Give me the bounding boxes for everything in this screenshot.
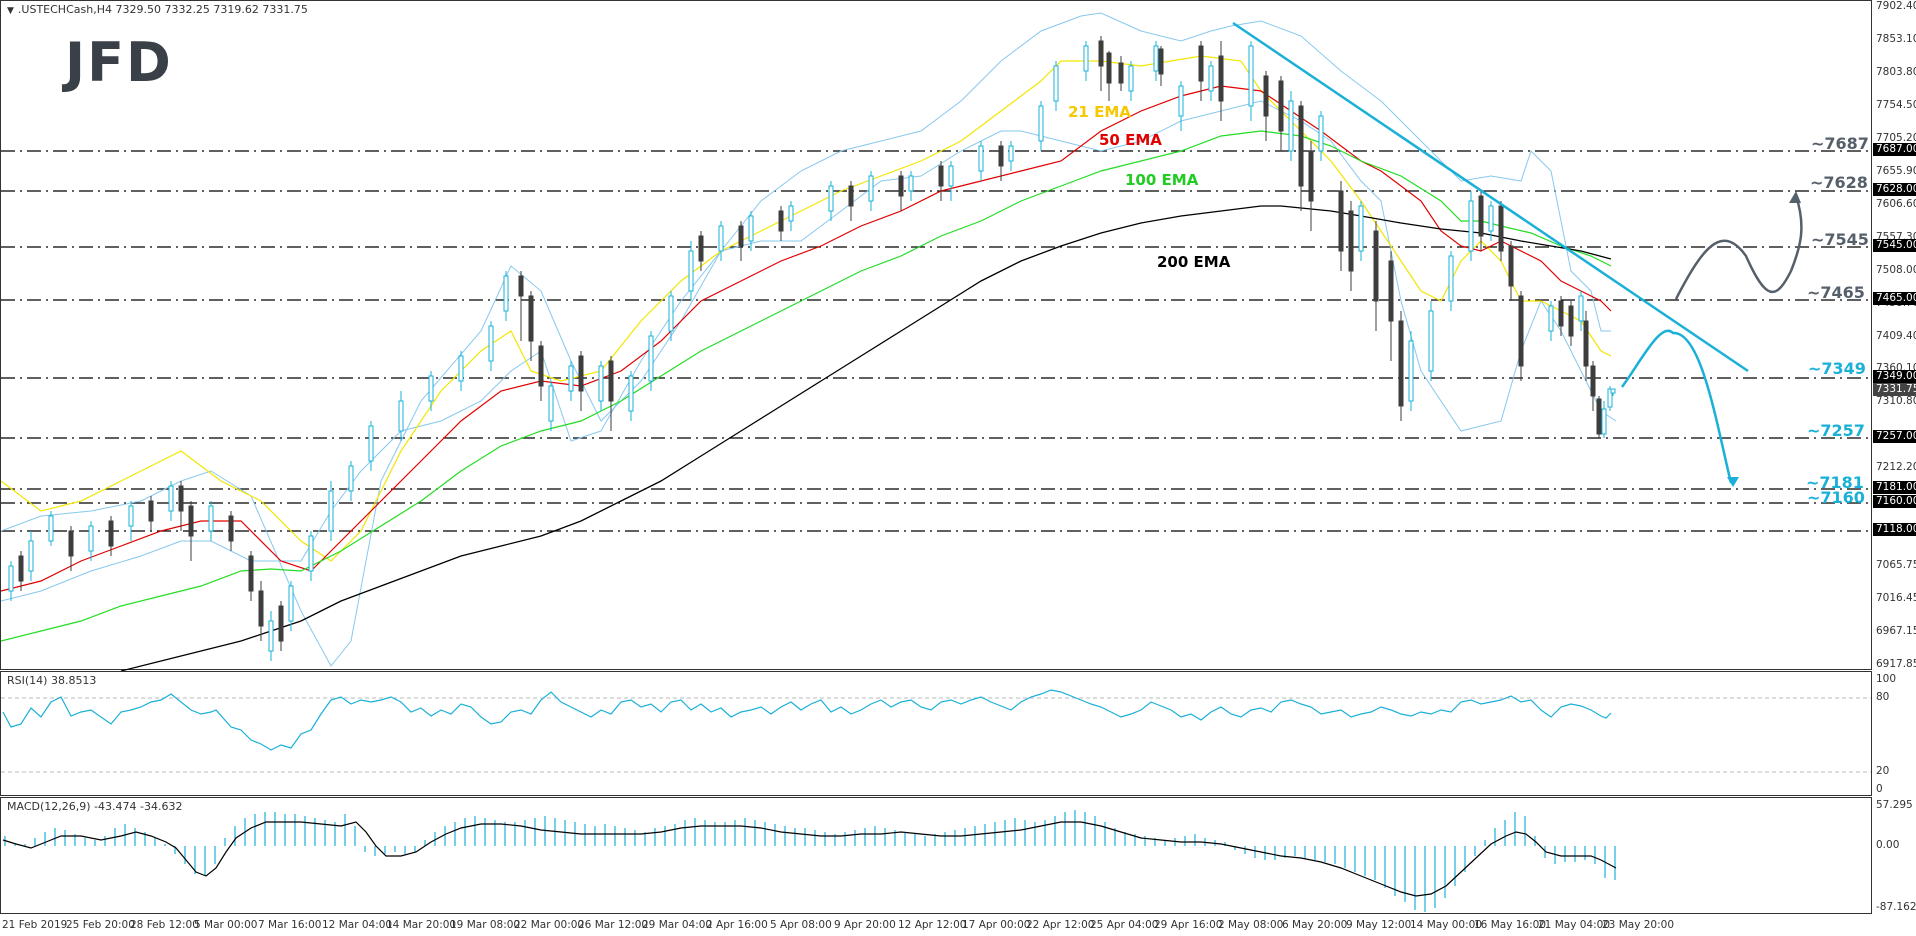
date-tick: 12 Apr 12:00: [898, 919, 967, 931]
macd-tick: -87.162: [1876, 901, 1916, 913]
level-lines: [1, 150, 1869, 532]
price-tick: 7655.90: [1876, 165, 1916, 177]
date-tick: 21 May 04:00: [1538, 919, 1611, 931]
date-tick: 7 Mar 16:00: [258, 919, 322, 931]
price-tick: 7409.40: [1876, 330, 1916, 342]
bearish-scenario-path: [1620, 329, 1733, 484]
date-tick: 29 Apr 16:00: [1154, 919, 1223, 931]
rsi-label: RSI(14) 38.8513: [7, 674, 97, 687]
level-label-7257: ~7257: [1807, 421, 1865, 440]
level-price-tag: 7349.00: [1873, 370, 1916, 383]
level-label-7465: ~7465: [1807, 283, 1865, 302]
macd-signal-line: [2, 821, 1617, 897]
date-tick: 29 Mar 04:00: [642, 919, 713, 931]
rsi-line: [2, 689, 1612, 751]
level-price-tag: 7257.00: [1873, 430, 1916, 443]
date-tick: 5 Mar 00:00: [194, 919, 258, 931]
macd-panel[interactable]: MACD(12,26,9) -43.474 -34.632: [0, 797, 1872, 914]
ema50-label: 50 EMA: [1099, 131, 1162, 149]
rsi-plot: [1, 689, 1871, 773]
level-price-tag: 7118.00: [1873, 523, 1916, 536]
date-tick: 12 Mar 04:00: [322, 919, 393, 931]
level-label-7545: ~7545: [1811, 230, 1869, 249]
price-tick: 6917.85: [1876, 658, 1916, 670]
rsi-panel[interactable]: RSI(14) 38.8513: [0, 671, 1872, 796]
collapse-triangle-icon[interactable]: ▼: [7, 6, 14, 16]
price-tick: 7803.80: [1876, 66, 1916, 78]
date-tick: 9 Apr 20:00: [834, 919, 896, 931]
arrowhead-down-icon: [1727, 477, 1739, 487]
level-price-tag: 7545.00: [1873, 239, 1916, 252]
date-tick: 14 Mar 20:00: [386, 919, 457, 931]
ema200-label: 200 EMA: [1157, 253, 1231, 271]
symbol-ohlc-text: .USTECHCash,H4 7329.50 7332.25 7319.62 7…: [17, 3, 308, 16]
date-tick: 16 May 16:00: [1474, 919, 1547, 931]
ema200-line: [120, 205, 1612, 671]
level-price-tag: 7465.00: [1873, 292, 1916, 305]
rsi-tick: 0: [1876, 783, 1883, 795]
price-tick: 7016.45: [1876, 592, 1916, 604]
price-plot: [1, 12, 1869, 671]
date-tick: 25 Apr 04:00: [1090, 919, 1159, 931]
rsi-tick: 80: [1876, 691, 1890, 703]
macd-tick: 57.295: [1876, 799, 1913, 811]
bollinger-bands: [1, 12, 1617, 667]
level-label-7181: ~7181: [1806, 473, 1864, 492]
date-tick: 22 Apr 12:00: [1026, 919, 1095, 931]
price-tick: 7310.80: [1876, 395, 1916, 407]
date-tick: 25 Feb 20:00: [66, 919, 135, 931]
ema21-line: [1, 55, 1612, 562]
price-tick: 7705.20: [1876, 132, 1916, 144]
date-tick: 14 May 00:00: [1410, 919, 1483, 931]
date-tick: 23 May 20:00: [1602, 919, 1675, 931]
date-tick: 28 Feb 12:00: [130, 919, 199, 931]
level-label-7628: ~7628: [1810, 173, 1868, 192]
level-price-tag: 7687.00: [1873, 143, 1916, 156]
downtrend-line: [1232, 21, 1749, 373]
ema100-line: [1, 130, 1612, 642]
date-tick: 5 Apr 08:00: [770, 919, 832, 931]
candlesticks: [8, 36, 1616, 661]
symbol-header: ▼ .USTECHCash,H4 7329.50 7332.25 7319.62 …: [7, 3, 308, 16]
jfd-logo: JFD: [65, 31, 173, 94]
price-tick: 7902.40: [1876, 0, 1916, 12]
date-tick: 26 Mar 12:00: [578, 919, 649, 931]
current-price-tag: 7331.75: [1873, 383, 1916, 396]
level-label-7349: ~7349: [1808, 359, 1866, 378]
price-tick: 7212.20: [1876, 461, 1916, 473]
price-tick: 7606.60: [1876, 198, 1916, 210]
ema100-label: 100 EMA: [1125, 171, 1199, 189]
date-tick: 6 May 20:00: [1282, 919, 1348, 931]
macd-histogram: [4, 810, 1616, 912]
price-tick: 6967.15: [1876, 625, 1916, 637]
price-tick: 7508.00: [1876, 264, 1916, 276]
date-tick: 2 May 08:00: [1218, 919, 1284, 931]
price-tick: 7754.50: [1876, 99, 1916, 111]
macd-label: MACD(12,26,9) -43.474 -34.632: [7, 800, 183, 813]
level-label-7160: ~7160: [1807, 488, 1865, 507]
date-tick: 19 Mar 08:00: [450, 919, 521, 931]
macd-tick: 0.00: [1876, 839, 1900, 851]
date-tick: 17 Apr 00:00: [962, 919, 1031, 931]
level-price-tag: 7628.00: [1873, 183, 1916, 196]
date-tick: 21 Feb 2019: [2, 919, 68, 931]
macd-plot: [2, 810, 1617, 912]
rsi-tick: 20: [1876, 765, 1890, 777]
level-price-tag: 7181.00: [1873, 481, 1916, 494]
ema21-label: 21 EMA: [1068, 103, 1131, 121]
price-tick: 7065.75: [1876, 559, 1916, 571]
level-price-tag: 7160.00: [1873, 495, 1916, 508]
date-tick: 9 May 12:00: [1346, 919, 1412, 931]
bullish-scenario-path: [1674, 195, 1803, 300]
rsi-tick: 100: [1876, 673, 1897, 685]
level-label-7687: ~7687: [1811, 134, 1869, 153]
arrowhead-up-icon: [1789, 191, 1801, 203]
price-tick: 7853.10: [1876, 33, 1916, 45]
date-tick: 22 Mar 00:00: [514, 919, 585, 931]
date-tick: 2 Apr 16:00: [706, 919, 768, 931]
ema50-line: [1, 85, 1612, 592]
main-price-chart[interactable]: ▼ .USTECHCash,H4 7329.50 7332.25 7319.62 …: [0, 0, 1872, 671]
